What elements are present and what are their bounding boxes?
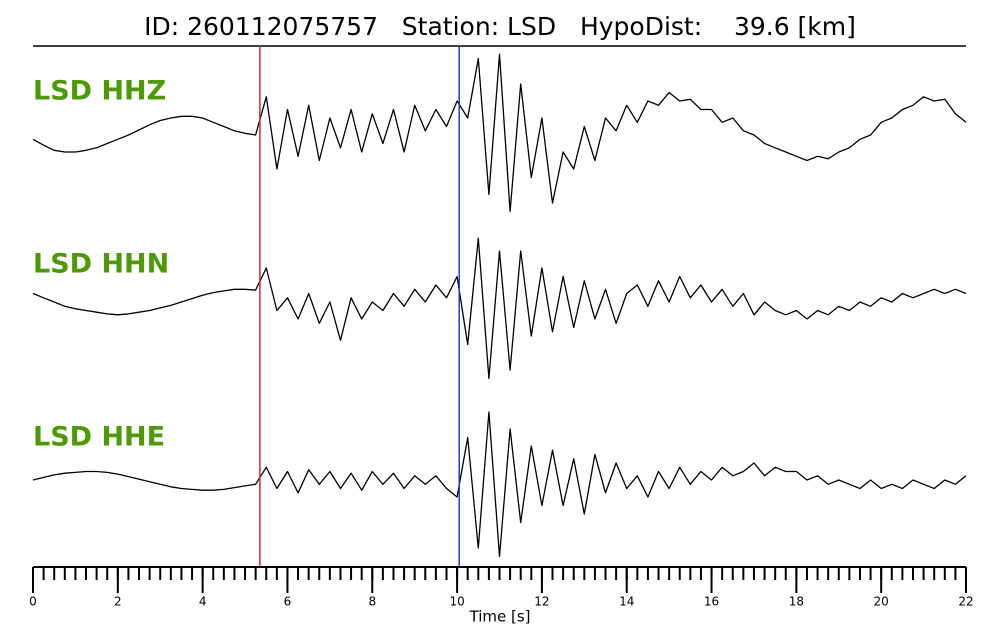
x-tick-label: 20 xyxy=(874,595,889,609)
x-tick-label: 10 xyxy=(449,595,464,609)
trace-label: LSD HHN xyxy=(33,249,169,280)
x-axis-label: Time [s] xyxy=(469,608,531,626)
x-tick-label: 2 xyxy=(114,595,122,609)
x-tick-label: 16 xyxy=(704,595,719,609)
chart-title: ID: 260112075757 Station: LSD HypoDist: … xyxy=(144,12,856,41)
trace-label: LSD HHZ xyxy=(33,76,166,107)
x-tick-label: 6 xyxy=(284,595,292,609)
x-tick-label: 4 xyxy=(199,595,207,609)
waveform xyxy=(32,237,967,380)
x-tick-label: 0 xyxy=(29,595,37,609)
x-tick-label: 12 xyxy=(534,595,549,609)
trace-label: LSD HHE xyxy=(33,422,165,453)
x-tick-label: 22 xyxy=(958,595,973,609)
x-tick-label: 14 xyxy=(619,595,634,609)
waveform xyxy=(32,411,967,558)
x-tick-label: 8 xyxy=(368,595,376,609)
waveform xyxy=(32,53,967,213)
x-tick-label: 18 xyxy=(789,595,804,609)
